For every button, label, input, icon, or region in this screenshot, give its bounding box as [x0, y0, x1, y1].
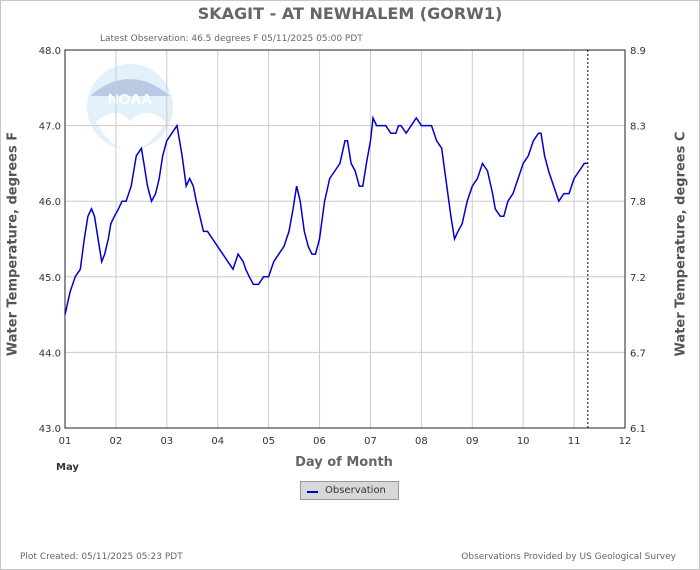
x-tick-label: 03: [160, 436, 173, 447]
noaa-logo-top: [90, 79, 170, 96]
x-axis-label: Day of Month: [295, 455, 393, 470]
y-tick-label-right: 8.9: [630, 46, 646, 57]
y-tick-label-right: 8.3: [630, 122, 646, 133]
y-tick-label-right: 6.7: [630, 348, 646, 359]
y-tick-label-right: 7.2: [630, 273, 646, 284]
data-provider: Observations Provided by US Geological S…: [461, 552, 676, 562]
x-tick-label: 02: [110, 436, 123, 447]
chart-title: SKAGIT - AT NEWHALEM (GORW1): [197, 4, 503, 23]
x-axis-month-label: May: [56, 462, 79, 473]
noaa-logo-text: NOAA: [108, 91, 152, 108]
y-tick-label-left: 45.0: [39, 273, 61, 284]
noaa-logo-circle: [87, 64, 173, 150]
legend: Observation: [300, 481, 399, 500]
y-tick-label-left: 48.0: [39, 46, 61, 57]
noaa-logo-gull: [96, 112, 166, 150]
latest-observation: Latest Observation: 46.5 degrees F 05/11…: [100, 34, 363, 44]
plot-area-border: [64, 49, 626, 429]
y-tick-label-right: 7.8: [630, 197, 646, 208]
x-tick-label: 09: [466, 436, 479, 447]
y-tick-label-left: 46.0: [39, 197, 61, 208]
x-tick-label: 04: [211, 436, 224, 447]
x-tick-label: 07: [364, 436, 377, 447]
y-ticks-left: 43.0 44.0 45.0 46.0 47.0 48.0: [39, 46, 61, 435]
legend-label-observation: Observation: [325, 485, 386, 496]
x-tick-label: 06: [313, 436, 326, 447]
y-tick-label-left: 44.0: [39, 348, 61, 359]
legend-swatch-observation: [307, 491, 318, 493]
y-tick-label-right: 6.1: [630, 424, 646, 435]
y-tick-label-left: 43.0: [39, 424, 61, 435]
y-tick-label-left: 47.0: [39, 122, 61, 133]
plot-created: Plot Created: 05/11/2025 05:23 PDT: [20, 552, 183, 562]
x-tick-label: 12: [619, 436, 632, 447]
y-ticks-right: 6.1 6.7 7.2 7.8 8.3 8.9: [630, 46, 646, 435]
series-line-observation: [64, 115, 588, 315]
x-ticks: 01 02 03 04 05 06 07 08 09 10 11 12: [59, 436, 632, 447]
x-tick-label: 08: [415, 436, 428, 447]
x-tick-label: 11: [568, 436, 581, 447]
noaa-logo: NOAA: [87, 64, 173, 150]
x-tick-label: 05: [262, 436, 275, 447]
x-tick-label: 01: [59, 436, 72, 447]
x-tick-label: 10: [517, 436, 530, 447]
